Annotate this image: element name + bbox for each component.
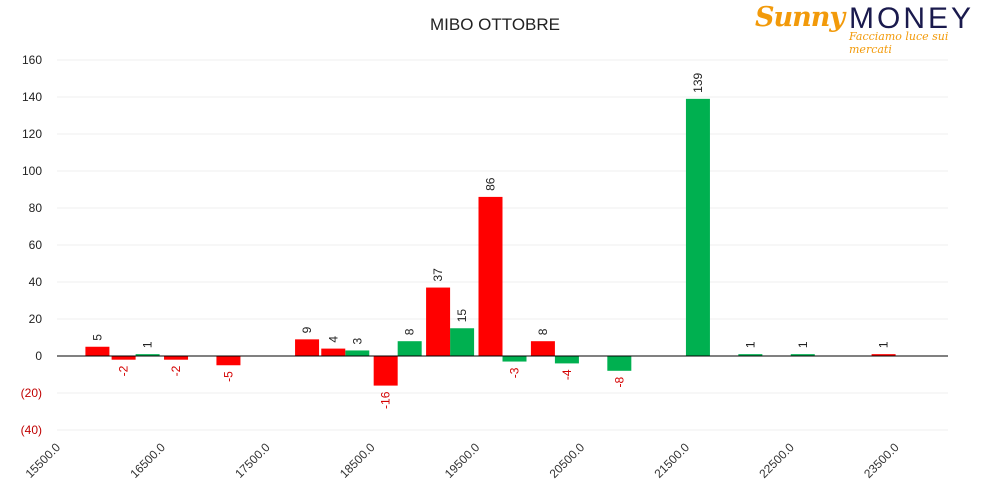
bar-red xyxy=(295,339,320,356)
x-tick-label: 23500.0 xyxy=(861,440,902,481)
y-tick-label: 20 xyxy=(29,312,43,326)
bar-red xyxy=(426,287,451,356)
bar-green xyxy=(607,356,632,371)
bar-red xyxy=(478,196,503,356)
data-label: 1 xyxy=(141,341,155,348)
y-axis: 160 140 120 100 80 60 40 20 0 (20) (40) xyxy=(21,53,43,437)
y-tick-label: 120 xyxy=(22,127,42,141)
bar-green xyxy=(450,328,475,356)
bar-red xyxy=(373,356,398,386)
x-tick-label: 19500.0 xyxy=(442,440,483,481)
bar-green xyxy=(685,98,710,356)
bar-green xyxy=(554,356,579,364)
data-label: -4 xyxy=(560,369,574,380)
bar-red xyxy=(111,356,136,360)
bar-green xyxy=(790,354,815,356)
chart-title: MIBO OTTOBRE xyxy=(430,15,560,34)
y-tick-label: 40 xyxy=(29,275,43,289)
data-label: 86 xyxy=(484,177,498,191)
data-label: 4 xyxy=(326,336,340,343)
x-tick-label: 22500.0 xyxy=(756,440,797,481)
x-tick-label: 16500.0 xyxy=(127,440,168,481)
y-tick-label: 100 xyxy=(22,164,42,178)
bar-red xyxy=(164,356,189,360)
bar-red xyxy=(85,346,110,356)
data-label: 1 xyxy=(877,341,891,348)
data-label: 3 xyxy=(350,337,364,344)
data-label: -2 xyxy=(169,365,183,376)
bar-red xyxy=(216,356,241,366)
x-tick-label: 21500.0 xyxy=(651,440,692,481)
x-axis: 15500.0 16500.0 17500.0 18500.0 19500.0 20500… xyxy=(23,440,902,481)
x-tick-label: 18500.0 xyxy=(337,440,378,481)
bar-green xyxy=(345,350,370,356)
y-tick-label: (20) xyxy=(21,386,42,400)
x-tick-label: 15500.0 xyxy=(23,440,64,481)
bar-red xyxy=(871,354,896,356)
bar-red xyxy=(530,341,555,356)
data-label: 15 xyxy=(455,309,469,323)
y-tick-label: 80 xyxy=(29,201,43,215)
logo-sunny-text: Sunny xyxy=(755,2,845,33)
x-tick-label: 20500.0 xyxy=(547,440,588,481)
logo-tagline: Facciamo luce sui mercati xyxy=(849,30,949,56)
data-label: -3 xyxy=(508,367,522,378)
data-label: 37 xyxy=(431,268,445,282)
bar-green xyxy=(502,356,527,362)
data-label: 1 xyxy=(796,341,810,348)
y-tick-label: 160 xyxy=(22,53,42,67)
data-label: 5 xyxy=(90,334,104,341)
data-label: -8 xyxy=(612,376,626,387)
data-label: -16 xyxy=(379,391,393,409)
data-label: 1 xyxy=(743,341,757,348)
brand-logo: Sunny MONEY Facciamo luce sui mercati xyxy=(755,2,979,56)
bar-green xyxy=(397,341,422,356)
y-tick-label: 60 xyxy=(29,238,43,252)
bar-green xyxy=(135,354,160,356)
y-tick-label: (40) xyxy=(21,423,42,437)
y-tick-label: 0 xyxy=(35,349,42,363)
logo-money-text: MONEY xyxy=(849,2,975,35)
bar-green xyxy=(738,354,763,356)
bar-red xyxy=(321,348,346,356)
data-label: 8 xyxy=(536,328,550,335)
data-label: 139 xyxy=(691,73,705,93)
y-tick-label: 140 xyxy=(22,90,42,104)
data-labels: 5 1 -2 -2 -5 9 3 4 8 -16 15 37 -3 86 -4 8 -8 139 1 1 1 xyxy=(90,73,890,409)
data-label: -2 xyxy=(117,365,131,376)
data-label: -5 xyxy=(221,371,235,382)
bars xyxy=(85,98,896,386)
data-label: 9 xyxy=(300,326,314,333)
x-tick-label: 17500.0 xyxy=(232,440,273,481)
data-label: 8 xyxy=(403,328,417,335)
